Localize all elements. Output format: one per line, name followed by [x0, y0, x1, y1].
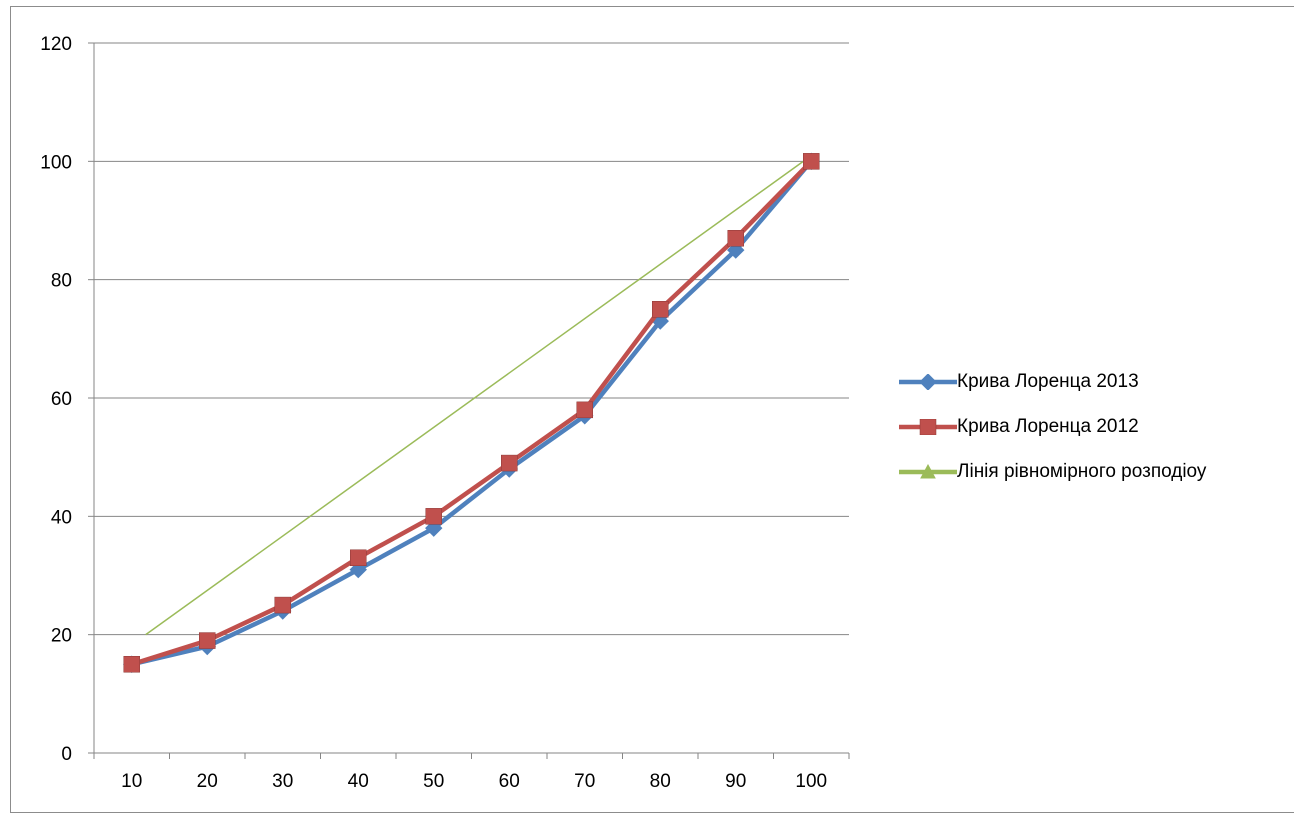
series-3: [145, 160, 804, 636]
legend-label: Крива Лоренца 2012: [957, 415, 1139, 437]
series-2: [123, 153, 820, 673]
series-line: [131, 159, 813, 667]
data-point: [425, 508, 442, 525]
data-point: [576, 401, 593, 419]
axes: 0 20 40 60 80 100 120 10 20 30 40 50 60 70 80 90 100: [40, 34, 850, 792]
y-tick-label: 60: [51, 389, 72, 410]
data-point: [199, 632, 216, 649]
series-line: [131, 159, 813, 667]
legend-marker: [919, 418, 937, 435]
x-tick-label: 100: [795, 771, 827, 792]
x-tick-label: 60: [499, 771, 520, 792]
legend-item: Лінія рівномірного розподіоу: [899, 449, 1206, 494]
y-tick-label: 100: [40, 152, 72, 173]
legend-label: Крива Лоренца 2013: [957, 370, 1139, 392]
data-point: [727, 230, 744, 247]
y-tick-label: 40: [51, 507, 72, 528]
data-point: [501, 454, 518, 472]
x-tick-label: 70: [574, 771, 595, 792]
x-tick-label: 30: [272, 771, 293, 792]
y-tick-label: 0: [61, 744, 72, 765]
y-tick-label: 120: [40, 34, 72, 55]
data-point: [274, 596, 291, 614]
y-tick-label: 20: [51, 626, 72, 647]
legend-label: Лінія рівномірного розподіоу: [957, 460, 1207, 482]
legend-marker: [920, 463, 936, 478]
chart-area: 0 20 40 60 80 100 120 10 20 30 40 50 60 70 80 90 100 Кри…: [10, 6, 1294, 813]
legend-item: Крива Лоренца 2012: [899, 404, 1206, 449]
legend-item: Крива Лоренца 2013: [899, 359, 1206, 404]
legend-swatch: [899, 373, 957, 390]
data-point: [123, 656, 140, 673]
legend-swatch: [899, 418, 957, 435]
legend-swatch: [899, 463, 957, 478]
x-tick-label: 80: [650, 771, 671, 792]
gridlines: [94, 42, 849, 636]
data-point: [652, 301, 669, 318]
series-1: [123, 152, 820, 673]
legend-marker: [919, 373, 937, 390]
x-tick-label: 10: [121, 771, 142, 792]
legend: Крива Лоренца 2013 Крива Лоренца 2012 Ліні…: [899, 359, 1206, 494]
series-line: [145, 160, 804, 636]
x-tick-label: 90: [725, 771, 746, 792]
series-group: [123, 152, 820, 673]
x-tick-label: 20: [197, 771, 218, 792]
y-tick-label: 80: [51, 271, 72, 292]
data-point: [803, 153, 820, 170]
data-point: [350, 549, 367, 566]
x-tick-label: 50: [423, 771, 444, 792]
chart-plot: 0 20 40 60 80 100 120 10 20 30 40 50 60 70 80 90 100: [40, 34, 850, 792]
x-tick-label: 40: [348, 771, 369, 792]
